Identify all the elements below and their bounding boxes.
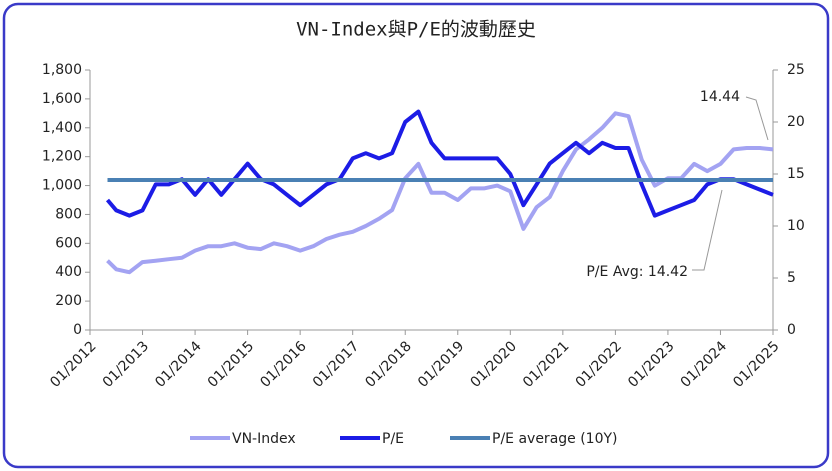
y-tick-label: 1,200: [42, 149, 82, 165]
legend-label: VN-Index: [232, 431, 296, 447]
leader-line: [745, 96, 769, 141]
y2-tick-label: 25: [787, 62, 805, 78]
y-tick-label: 1,400: [42, 120, 82, 136]
y-tick-label: 600: [55, 235, 82, 251]
annotation: P/E Avg: 14.42: [586, 264, 688, 280]
legend-label: P/E: [382, 431, 404, 447]
y2-tick-label: 20: [787, 114, 805, 130]
y-tick-label: 200: [55, 293, 82, 309]
y-tick-label: 1,600: [42, 91, 82, 107]
y-tick-label: 400: [55, 264, 82, 280]
y2-tick-label: 10: [787, 218, 805, 234]
y2-tick-label: 15: [787, 166, 805, 182]
y-tick-label: 800: [55, 206, 82, 222]
y-tick-label: 1,800: [42, 62, 82, 78]
leader-line: [692, 189, 723, 271]
y-tick-label: 0: [73, 322, 82, 338]
y-tick-label: 1,000: [42, 178, 82, 194]
legend-label: P/E average (10Y): [492, 431, 618, 447]
annotation: 14.44: [700, 89, 740, 105]
series-line: [105, 109, 774, 218]
y2-tick-label: 0: [787, 322, 796, 338]
chart-title: VN-Index與P/E的波動歷史: [296, 19, 536, 41]
y2-tick-label: 5: [787, 270, 796, 286]
